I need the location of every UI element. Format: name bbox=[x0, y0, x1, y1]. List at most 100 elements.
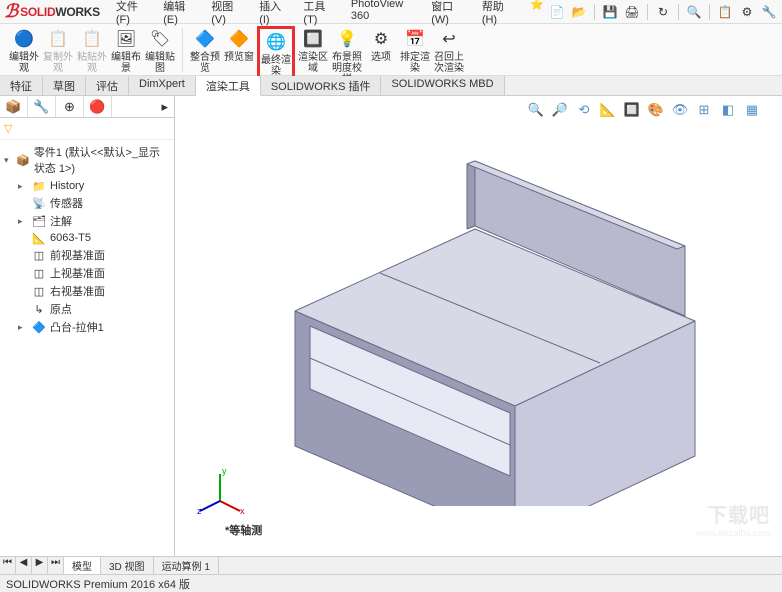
ribbon-toolbar: 🔵编辑外观 📋复制外观 📋粘贴外观 🖼编辑布景 🏷编辑贴图 🔷整合预览 🔶预览窗… bbox=[0, 24, 782, 76]
last-tab-icon[interactable]: ⏭ bbox=[48, 557, 64, 574]
quick-access-toolbar: 📄 📂 💾 🖨 ↻ 🔍 📋 ⚙ 🔧 bbox=[548, 3, 778, 21]
bottom-tabs: ⏮ ◀ ▶ ⏭ 模型 3D 视图 运动算例 1 bbox=[0, 556, 782, 574]
rebuild-icon[interactable]: 📋 bbox=[716, 3, 734, 21]
configuration-tab[interactable]: ⊕ bbox=[56, 96, 84, 117]
next-tab-icon[interactable]: ▶ bbox=[32, 557, 48, 574]
edit-appearance-button[interactable]: 🔵编辑外观 bbox=[8, 26, 40, 75]
tree-item-sensors[interactable]: 📡传感器 bbox=[0, 194, 174, 212]
separator bbox=[647, 4, 648, 20]
expander-icon[interactable]: ▾ bbox=[4, 155, 12, 166]
tree-item-annotations[interactable]: ▸🗂注解 bbox=[0, 212, 174, 230]
hide-show-icon[interactable]: 👁 bbox=[670, 100, 690, 120]
apply-scene-icon[interactable]: ◧ bbox=[718, 100, 738, 120]
render-region-button[interactable]: 🔲渲染区域 bbox=[297, 26, 329, 75]
view-orientation-icon[interactable]: 🔲 bbox=[622, 100, 642, 120]
view-settings-icon[interactable]: ▦ bbox=[742, 100, 762, 120]
menu-tools[interactable]: 工具(T) bbox=[299, 0, 338, 28]
print-icon[interactable]: 🖨 bbox=[623, 3, 641, 21]
tab-features[interactable]: 特征 bbox=[0, 76, 43, 95]
menu-file[interactable]: 文件(F) bbox=[112, 0, 151, 28]
tree-item-origin[interactable]: ↳原点 bbox=[0, 300, 174, 318]
property-manager-tab[interactable]: 🔧 bbox=[28, 96, 56, 117]
edit-decal-button[interactable]: 🏷编辑贴图 bbox=[144, 26, 176, 75]
zoom-area-icon[interactable]: 🔎 bbox=[550, 100, 570, 120]
tab-sw-addins[interactable]: SOLIDWORKS 插件 bbox=[261, 76, 382, 95]
prev-tab-icon[interactable]: ◀ bbox=[16, 557, 32, 574]
model-3d-view bbox=[235, 126, 755, 506]
new-icon[interactable]: 📄 bbox=[548, 3, 566, 21]
tree-root-label: 零件1 (默认<<默认>_显示状态 1>) bbox=[34, 144, 170, 176]
settings-icon[interactable]: 🔧 bbox=[760, 3, 778, 21]
tree-item-front-plane[interactable]: ◫前视基准面 bbox=[0, 246, 174, 264]
tab-3d-views[interactable]: 3D 视图 bbox=[101, 557, 154, 574]
tree-item-top-plane[interactable]: ◫上视基准面 bbox=[0, 264, 174, 282]
tree-item-history[interactable]: ▸📁History bbox=[0, 178, 174, 194]
logo-text: SOLIDWORKS bbox=[20, 5, 100, 19]
render-options-button[interactable]: ⚙选项 bbox=[365, 26, 397, 64]
tree-item-material[interactable]: 📐6063-T5 bbox=[0, 230, 174, 246]
folder-icon: 📁 bbox=[32, 179, 46, 193]
feature-manager-panel: 📦 🔧 ⊕ 🔴 ▸ ▽ ▾ 📦 零件1 (默认<<默认>_显示状态 1>) ▸📁… bbox=[0, 96, 175, 556]
tab-motion-study[interactable]: 运动算例 1 bbox=[154, 557, 219, 574]
undo-icon[interactable]: ↻ bbox=[654, 3, 672, 21]
tree-item-right-plane[interactable]: ◫右视基准面 bbox=[0, 282, 174, 300]
graphics-viewport[interactable]: 🔍 🔎 ⟲ 📐 🔲 🎨 👁 ⊞ ◧ ▦ bbox=[175, 96, 782, 556]
options-icon[interactable]: ⚙ bbox=[738, 3, 756, 21]
scene-icon: 🖼 bbox=[114, 27, 138, 51]
render-icon: 🌐 bbox=[264, 30, 288, 54]
tab-model[interactable]: 模型 bbox=[64, 557, 101, 574]
menu-star-icon[interactable]: ⭐ bbox=[526, 0, 548, 28]
display-style-icon[interactable]: 🎨 bbox=[646, 100, 666, 120]
window-icon: 🔶 bbox=[227, 27, 251, 51]
tree-item-extrude[interactable]: ▸🔷凸台-拉伸1 bbox=[0, 318, 174, 336]
feature-tree-tab[interactable]: 📦 bbox=[0, 96, 28, 117]
tab-sketch[interactable]: 草图 bbox=[43, 76, 86, 95]
previous-view-icon[interactable]: ⟲ bbox=[574, 100, 594, 120]
z-axis-label: z bbox=[197, 506, 202, 516]
copy-appearance-button[interactable]: 📋复制外观 bbox=[42, 26, 74, 75]
tab-dimxpert[interactable]: DimXpert bbox=[129, 76, 196, 95]
tree-filter[interactable]: ▽ bbox=[0, 118, 174, 140]
menu-photoview[interactable]: PhotoView 360 bbox=[347, 0, 419, 28]
panel-tabs: 📦 🔧 ⊕ 🔴 ▸ bbox=[0, 96, 174, 118]
display-manager-tab[interactable]: 🔴 bbox=[84, 96, 112, 117]
edit-scene-button[interactable]: 🖼编辑布景 bbox=[110, 26, 142, 75]
recall-last-render-button[interactable]: ↩召回上次渲染 bbox=[433, 26, 465, 75]
panel-expand-icon[interactable]: ▸ bbox=[112, 96, 174, 117]
final-render-button[interactable]: 🌐最终渲染 bbox=[260, 29, 292, 78]
tree-root-part[interactable]: ▾ 📦 零件1 (默认<<默认>_显示状态 1>) bbox=[0, 142, 174, 178]
menu-edit[interactable]: 编辑(E) bbox=[159, 0, 199, 28]
integrated-preview-button[interactable]: 🔷整合预览 bbox=[189, 26, 221, 75]
section-view-icon[interactable]: 📐 bbox=[598, 100, 618, 120]
separator bbox=[182, 28, 183, 72]
schedule-icon: 📅 bbox=[403, 27, 427, 51]
edit-appearance-icon[interactable]: ⊞ bbox=[694, 100, 714, 120]
menu-help[interactable]: 帮助(H) bbox=[478, 0, 519, 28]
origin-icon: ↳ bbox=[32, 302, 46, 316]
x-axis-label: x bbox=[240, 506, 245, 516]
app-logo: ℬ SOLIDWORKS bbox=[4, 1, 100, 22]
main-area: 📦 🔧 ⊕ 🔴 ▸ ▽ ▾ 📦 零件1 (默认<<默认>_显示状态 1>) ▸📁… bbox=[0, 96, 782, 556]
preview-window-button[interactable]: 🔶预览窗 bbox=[223, 26, 255, 64]
paste-appearance-button[interactable]: 📋粘贴外观 bbox=[76, 26, 108, 75]
plane-icon: ◫ bbox=[32, 266, 46, 280]
save-icon[interactable]: 💾 bbox=[601, 3, 619, 21]
tab-evaluate[interactable]: 评估 bbox=[86, 76, 129, 95]
logo-icon: ℬ bbox=[4, 1, 18, 22]
plane-icon: ◫ bbox=[32, 248, 46, 262]
menu-insert[interactable]: 插入(I) bbox=[255, 0, 291, 28]
schedule-render-button[interactable]: 📅排定渲染 bbox=[399, 26, 431, 75]
extrude-icon: 🔷 bbox=[32, 320, 46, 334]
zoom-fit-icon[interactable]: 🔍 bbox=[526, 100, 546, 120]
first-tab-icon[interactable]: ⏮ bbox=[0, 557, 16, 574]
menu-window[interactable]: 窗口(W) bbox=[427, 0, 470, 28]
menu-view[interactable]: 视图(V) bbox=[207, 0, 247, 28]
preview-icon: 🔷 bbox=[193, 27, 217, 51]
open-icon[interactable]: 📂 bbox=[570, 3, 588, 21]
tab-render-tools[interactable]: 渲染工具 bbox=[196, 76, 261, 96]
orientation-triad[interactable]: y x z bbox=[195, 466, 245, 516]
y-axis-label: y bbox=[222, 466, 227, 476]
part-icon: 📦 bbox=[16, 153, 30, 167]
tab-sw-mbd[interactable]: SOLIDWORKS MBD bbox=[381, 76, 504, 95]
select-icon[interactable]: 🔍 bbox=[685, 3, 703, 21]
